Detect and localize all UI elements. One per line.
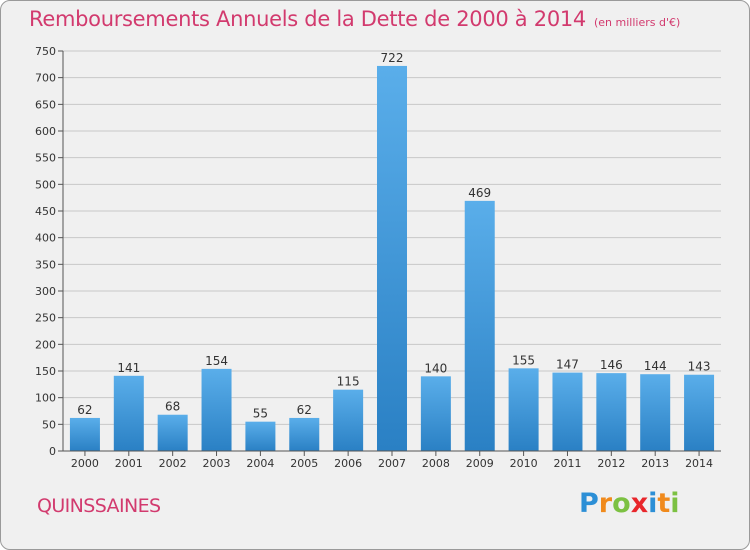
bar [377, 65, 407, 451]
bar-value-label: 469 [468, 186, 491, 200]
axes [62, 51, 721, 452]
logo-letter: t [657, 488, 671, 519]
town-name: QUINSSAINES [37, 495, 161, 517]
y-tick-label: 550 [35, 152, 56, 165]
bar [420, 376, 451, 451]
chart-subtitle: (en milliers d'€) [594, 16, 681, 29]
y-tick-label: 400 [35, 232, 56, 245]
bar [464, 200, 495, 451]
x-tick-label: 2009 [466, 457, 494, 470]
bar [113, 375, 144, 451]
y-tick-label: 150 [35, 365, 56, 378]
bar [245, 421, 276, 451]
bar-value-label: 62 [77, 403, 92, 417]
bar-value-label: 155 [512, 353, 535, 367]
x-tick-label: 2012 [597, 457, 625, 470]
x-tick-label: 2001 [115, 457, 143, 470]
bar-value-label: 154 [205, 354, 228, 368]
y-tick-label: 450 [35, 205, 56, 218]
y-tick-label: 50 [42, 418, 56, 431]
logo-letter: P [579, 488, 599, 519]
x-tick-label: 2000 [71, 457, 99, 470]
y-tick-label: 350 [35, 258, 56, 271]
bar [289, 417, 320, 451]
x-tick-label: 2013 [641, 457, 669, 470]
x-tick-label: 2003 [203, 457, 231, 470]
bar-value-label: 115 [337, 375, 360, 389]
y-axis-ticks: 0 50 100 150 200 250 300 350 400 450 500 550 600 650 7… [35, 45, 63, 458]
bar [596, 373, 627, 451]
logo-letter: x [630, 488, 649, 519]
bars [69, 65, 715, 451]
bar [333, 389, 364, 451]
y-tick-label: 0 [49, 445, 56, 458]
y-tick-label: 600 [35, 125, 56, 138]
y-tick-label: 750 [35, 45, 56, 58]
bar-value-label: 144 [644, 359, 667, 373]
bar-value-label: 55 [253, 407, 268, 421]
bar-value-label: 140 [424, 361, 447, 375]
bar-value-label: 62 [297, 403, 312, 417]
x-axis-ticks: 2000 2001 2002 2003 2004 2005 2006 2007 2008 2009… [71, 451, 713, 470]
chart-title: Remboursements Annuels de la Dette de 20… [29, 7, 586, 31]
x-tick-label: 2006 [334, 457, 362, 470]
bar-value-label: 722 [381, 51, 404, 65]
bar [640, 374, 671, 451]
logo-letter: o [612, 488, 631, 519]
x-tick-label: 2010 [510, 457, 538, 470]
y-tick-label: 700 [35, 72, 56, 85]
x-tick-label: 2008 [422, 457, 450, 470]
bar-value-label: 68 [165, 400, 180, 414]
bar-value-label: 146 [600, 358, 623, 372]
x-tick-label: 2005 [290, 457, 318, 470]
x-tick-label: 2011 [553, 457, 581, 470]
y-tick-label: 500 [35, 178, 56, 191]
x-tick-label: 2007 [378, 457, 406, 470]
x-tick-label: 2004 [246, 457, 274, 470]
bar [684, 374, 715, 451]
title-row: Remboursements Annuels de la Dette de 20… [29, 7, 680, 31]
value-labels: 62 141 68 154 55 62 115 722 140 469 155 147 146 144 14… [77, 51, 710, 421]
x-tick-label: 2014 [685, 457, 713, 470]
y-tick-label: 250 [35, 312, 56, 325]
proxiti-logo: Proxiti [579, 488, 680, 519]
y-tick-label: 300 [35, 285, 56, 298]
logo-letter: r [598, 488, 613, 519]
bar-value-label: 141 [117, 361, 140, 375]
y-tick-label: 650 [35, 98, 56, 111]
bar [157, 414, 188, 451]
bar [201, 368, 232, 451]
bar [552, 372, 583, 451]
logo-letter: i [670, 488, 680, 519]
bar [69, 417, 100, 451]
logo-letter: i [648, 488, 658, 519]
x-tick-label: 2002 [159, 457, 187, 470]
bar [508, 368, 539, 451]
y-tick-label: 100 [35, 392, 56, 405]
bar-value-label: 143 [688, 360, 711, 374]
y-tick-label: 200 [35, 338, 56, 351]
bar-value-label: 147 [556, 358, 579, 372]
